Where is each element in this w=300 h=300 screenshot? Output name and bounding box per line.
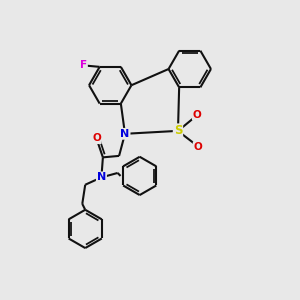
Text: O: O bbox=[194, 142, 202, 152]
Text: N: N bbox=[97, 172, 106, 182]
Text: S: S bbox=[174, 124, 182, 137]
Text: F: F bbox=[80, 60, 87, 70]
Text: O: O bbox=[193, 110, 202, 120]
Text: N: N bbox=[120, 129, 130, 139]
Text: O: O bbox=[92, 133, 101, 143]
